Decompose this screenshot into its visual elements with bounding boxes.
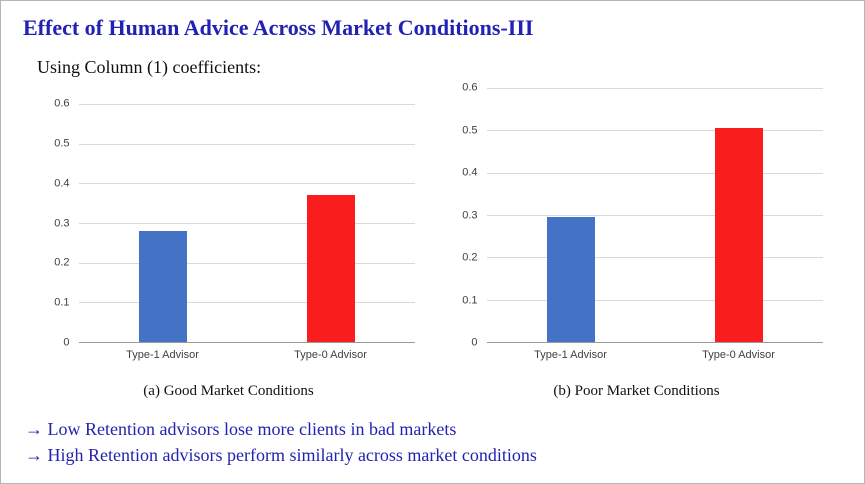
bar-type-1-advisor	[546, 217, 595, 342]
charts-row: 0 0.1 0.2 0.3 0.4 0.5 0.6 Type-1 Advisor Type-0…	[1, 82, 864, 400]
bar-type-1-advisor	[138, 230, 187, 342]
y-tick-label: 0	[471, 336, 478, 349]
note-line: → High Retention advisors perform simila…	[25, 445, 537, 466]
y-tick-label: 0	[63, 336, 70, 349]
y-axis: 0 0.1 0.2 0.3 0.4 0.5 0.6	[451, 82, 487, 348]
bar-type-0-advisor	[306, 195, 355, 342]
gridline	[78, 302, 415, 304]
gridline	[78, 183, 415, 185]
bar-slot	[79, 104, 247, 342]
y-tick-label: 0.4	[54, 177, 70, 190]
chart-caption: (a) Good Market Conditions	[143, 383, 314, 399]
x-axis: Type-1 Advisor Type-0 Advisor	[79, 343, 415, 361]
y-tick-label: 0.5	[54, 137, 70, 150]
chart-body: 0 0.1 0.2 0.3 0.4 0.5 0.6	[451, 82, 823, 348]
y-tick-label: 0.3	[54, 217, 70, 229]
y-tick-label: 0.3	[462, 209, 478, 221]
y-tick-label: 0.1	[462, 294, 478, 306]
gridline	[78, 223, 415, 224]
bar-slot	[247, 104, 415, 342]
y-tick-label: 0.4	[462, 166, 478, 179]
chart-caption: (b) Poor Market Conditions	[553, 383, 720, 399]
slide-subtitle: Using Column (1) coefficients:	[37, 57, 262, 77]
chart-body: 0 0.1 0.2 0.3 0.4 0.5 0.6	[43, 98, 415, 348]
chart-poor-market: 0 0.1 0.2 0.3 0.4 0.5 0.6 Type-1 Advisor Type-0…	[451, 82, 823, 400]
notes: → Low Retention advisors lose more clien…	[25, 416, 864, 468]
y-tick-label: 0.2	[54, 256, 70, 269]
x-tick-label: Type-0 Advisor	[294, 349, 367, 361]
plot-area	[486, 88, 823, 343]
bar-slot	[487, 88, 655, 342]
y-tick-label: 0.5	[462, 124, 478, 136]
slide-title: Effect of Human Advice Across Market Con…	[23, 15, 534, 40]
gridline	[78, 262, 415, 264]
gridline	[78, 104, 415, 105]
plot-area	[78, 104, 415, 343]
y-tick-label: 0.2	[462, 251, 478, 264]
x-tick-label: Type-1 Advisor	[126, 349, 199, 361]
x-tick-label: Type-0 Advisor	[702, 349, 775, 361]
bar-slot	[655, 88, 823, 342]
gridline	[486, 172, 823, 174]
gridline	[486, 130, 823, 132]
x-tick-label: Type-1 Advisor	[534, 349, 607, 361]
bar-type-0-advisor	[714, 128, 763, 342]
y-axis: 0 0.1 0.2 0.3 0.4 0.5 0.6	[43, 98, 79, 348]
x-axis: Type-1 Advisor Type-0 Advisor	[487, 343, 823, 361]
note-line: → Low Retention advisors lose more clien…	[25, 419, 457, 439]
gridline	[486, 88, 823, 89]
chart-good-market: 0 0.1 0.2 0.3 0.4 0.5 0.6 Type-1 Advisor Type-0…	[43, 98, 415, 400]
y-tick-label: 0.6	[54, 97, 70, 110]
gridline	[486, 299, 823, 301]
gridline	[486, 215, 823, 216]
gridline	[78, 143, 415, 145]
y-tick-label: 0.1	[54, 296, 70, 309]
y-tick-label: 0.6	[462, 81, 478, 94]
gridline	[486, 257, 823, 259]
